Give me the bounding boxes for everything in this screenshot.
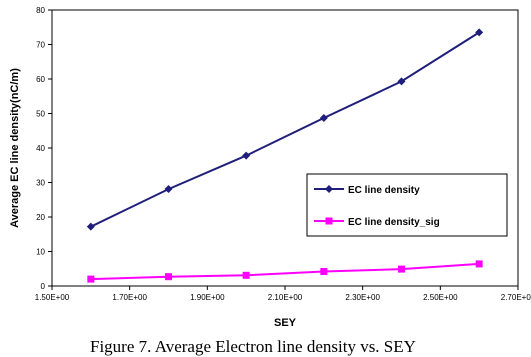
data-point-square: [242, 271, 250, 279]
series-line-2: [90, 262, 480, 281]
data-point-square: [320, 268, 328, 276]
x-tick-label: 2.50E+00: [423, 293, 458, 302]
data-point-diamond: [475, 28, 484, 37]
y-tick-label: 50: [36, 110, 45, 119]
data-point-square: [87, 275, 95, 283]
legend-marker-diamond: [325, 185, 333, 193]
x-tick-label: 2.70E+00: [501, 293, 531, 302]
y-tick-label: 0: [41, 282, 46, 291]
y-tick-label: 30: [36, 179, 45, 188]
y-tick-label: 80: [36, 6, 45, 15]
y-tick-label: 10: [36, 248, 45, 257]
x-tick-label: 2.10E+00: [268, 293, 303, 302]
data-point-diamond: [164, 185, 173, 194]
data-point-diamond: [242, 151, 251, 160]
y-tick-label: 40: [36, 144, 45, 153]
data-point-diamond: [86, 222, 95, 231]
data-point-diamond: [319, 113, 328, 122]
y-tick-label: 70: [36, 41, 45, 50]
y-axis-label: Average EC line density(nC/m): [9, 68, 21, 228]
x-tick-label: 2.30E+00: [345, 293, 380, 302]
x-axis: 1.50E+00 1.70E+00 1.90E+00 2.10E+00 2.30E+00…: [35, 286, 531, 302]
series-layer: [86, 28, 484, 283]
x-tick-label: 1.50E+00: [35, 293, 70, 302]
legend-label: EC line density_sig: [348, 217, 440, 228]
legend-marker-square: [325, 217, 333, 225]
x-tick-label: 1.70E+00: [112, 293, 147, 302]
data-point-square: [398, 265, 405, 273]
legend: EC line density EC line density_sig: [306, 173, 508, 237]
legend-box: [306, 173, 508, 237]
data-point-diamond: [397, 77, 406, 86]
data-point-square: [165, 273, 172, 281]
y-axis: 0 10 20 30 40 50 60 70 80: [36, 6, 52, 291]
data-point-square: [475, 260, 483, 268]
series-line-1: [90, 31, 480, 228]
figure-caption: Figure 7. Average Electron line density …: [90, 337, 416, 356]
legend-label: EC line density: [348, 185, 420, 196]
y-tick-label: 60: [36, 75, 45, 84]
y-tick-label: 20: [36, 213, 45, 222]
x-axis-label: SEY: [274, 317, 297, 329]
x-tick-label: 1.90E+00: [190, 293, 225, 302]
